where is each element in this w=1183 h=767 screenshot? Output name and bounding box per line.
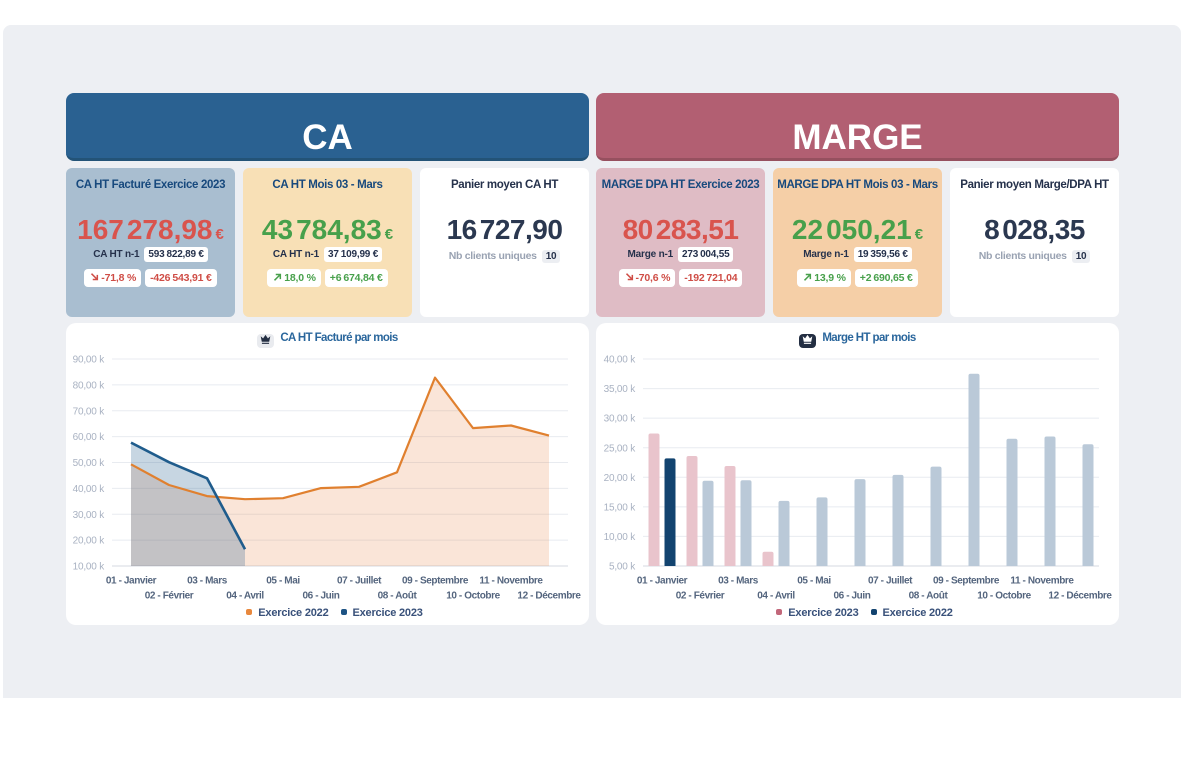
svg-text:03 - Mars: 03 - Mars xyxy=(187,576,228,587)
svg-text:11 - Novembre: 11 - Novembre xyxy=(479,576,543,587)
svg-text:02 - Février: 02 - Février xyxy=(145,591,194,602)
svg-text:01 - Janvier: 01 - Janvier xyxy=(637,576,688,587)
svg-text:09 - Septembre: 09 - Septembre xyxy=(402,576,469,587)
svg-text:30,00 k: 30,00 k xyxy=(73,510,106,521)
svg-text:5,00 k: 5,00 k xyxy=(609,562,636,573)
svg-text:10 - Octobre: 10 - Octobre xyxy=(446,591,500,602)
svg-text:01 - Janvier: 01 - Janvier xyxy=(106,576,157,587)
svg-text:10,00 k: 10,00 k xyxy=(604,532,637,543)
svg-text:09 - Septembre: 09 - Septembre xyxy=(933,576,1000,587)
svg-text:07 - Juillet: 07 - Juillet xyxy=(337,576,382,587)
svg-text:05 - Mai: 05 - Mai xyxy=(266,576,300,587)
svg-text:35,00 k: 35,00 k xyxy=(604,384,637,395)
svg-text:08 - Août: 08 - Août xyxy=(909,591,949,602)
svg-text:70,00 k: 70,00 k xyxy=(73,406,106,417)
svg-text:15,00 k: 15,00 k xyxy=(604,503,637,514)
svg-text:90,00 k: 90,00 k xyxy=(73,355,106,366)
svg-text:60,00 k: 60,00 k xyxy=(73,432,106,443)
svg-text:20,00 k: 20,00 k xyxy=(73,536,106,547)
svg-text:10,00 k: 10,00 k xyxy=(73,562,106,573)
svg-text:80,00 k: 80,00 k xyxy=(73,381,106,392)
svg-text:06 - Juin: 06 - Juin xyxy=(303,591,340,602)
svg-text:20,00 k: 20,00 k xyxy=(604,473,637,484)
svg-text:25,00 k: 25,00 k xyxy=(604,443,637,454)
svg-text:40,00 k: 40,00 k xyxy=(604,355,637,366)
svg-text:03 - Mars: 03 - Mars xyxy=(718,576,759,587)
svg-text:30,00 k: 30,00 k xyxy=(604,414,637,425)
svg-text:02 - Février: 02 - Février xyxy=(676,591,725,602)
svg-text:04 - Avril: 04 - Avril xyxy=(757,591,795,602)
svg-text:05 - Mai: 05 - Mai xyxy=(797,576,831,587)
svg-text:11 - Novembre: 11 - Novembre xyxy=(1010,576,1074,587)
svg-text:50,00 k: 50,00 k xyxy=(73,458,106,469)
svg-text:07 - Juillet: 07 - Juillet xyxy=(868,576,913,587)
svg-text:10 - Octobre: 10 - Octobre xyxy=(977,591,1031,602)
svg-text:08 - Août: 08 - Août xyxy=(378,591,418,602)
svg-text:40,00 k: 40,00 k xyxy=(73,484,106,495)
svg-text:12 - Décembre: 12 - Décembre xyxy=(1048,591,1112,602)
svg-text:04 - Avril: 04 - Avril xyxy=(226,591,264,602)
svg-text:06 - Juin: 06 - Juin xyxy=(834,591,871,602)
svg-text:12 - Décembre: 12 - Décembre xyxy=(517,591,581,602)
